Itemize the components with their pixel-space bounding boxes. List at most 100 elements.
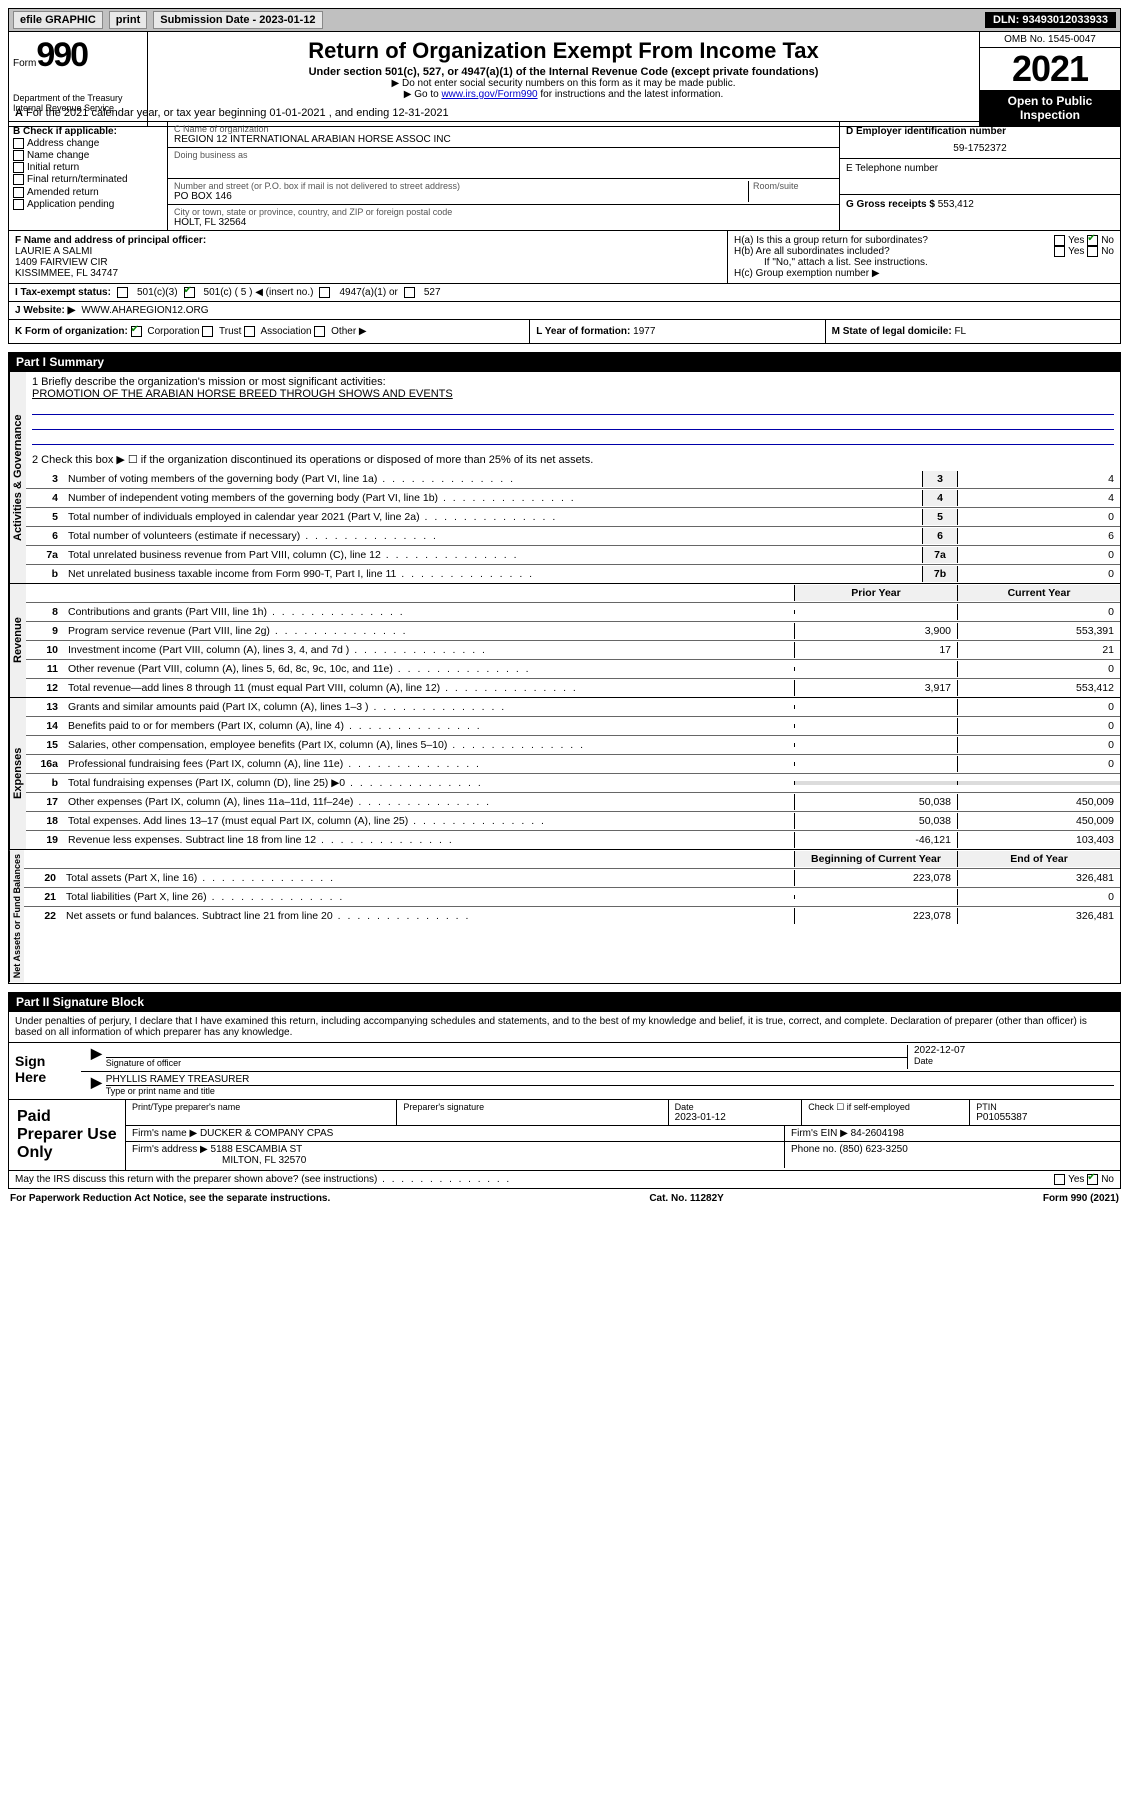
ptin-label: PTIN [976, 1102, 1114, 1112]
officer-name: LAURIE A SALMI [15, 246, 721, 257]
summary-row: 14Benefits paid to or for members (Part … [26, 717, 1120, 736]
form-title: Return of Organization Exempt From Incom… [156, 38, 971, 64]
phone-row: E Telephone number [840, 159, 1120, 195]
opt-527: 527 [424, 287, 441, 298]
ha-no[interactable]: No [1101, 235, 1114, 246]
note2-post: for instructions and the latest informat… [538, 89, 724, 100]
submission-date-value: 2023-01-12 [259, 14, 315, 26]
line2-checkbox: 2 Check this box ▶ ☐ if the organization… [26, 449, 1120, 470]
opt-501c5: 501(c) ( 5 ) ◀ (insert no.) [204, 287, 314, 298]
firm-name: DUCKER & COMPANY CPAS [200, 1128, 333, 1139]
chk-name-change[interactable]: Name change [13, 150, 163, 161]
omb-number: OMB No. 1545-0047 [980, 32, 1120, 48]
summary-row: bTotal fundraising expenses (Part IX, co… [26, 774, 1120, 793]
col-b-checkboxes: B Check if applicable: Address change Na… [9, 122, 168, 230]
prep-sig-label: Preparer's signature [403, 1102, 661, 1112]
website-value: WWW.AHAREGION12.ORG [81, 305, 208, 316]
chk-assoc[interactable] [244, 326, 255, 337]
summary-row: 16aProfessional fundraising fees (Part I… [26, 755, 1120, 774]
ha-yes[interactable]: Yes [1068, 235, 1084, 246]
k-label: K Form of organization: [15, 326, 128, 337]
m-label: M State of legal domicile: [832, 326, 955, 337]
col-prior-year: Prior Year [794, 585, 957, 601]
summary-row: 3Number of voting members of the governi… [26, 470, 1120, 489]
print-button[interactable]: print [109, 11, 147, 29]
city-label: City or town, state or province, country… [174, 207, 833, 217]
summary-row: 8Contributions and grants (Part VIII, li… [26, 603, 1120, 622]
chk-501c3[interactable] [117, 287, 128, 298]
sig-date: 2022-12-07 [914, 1045, 1114, 1056]
firm-ein: 84-2604198 [851, 1128, 904, 1139]
section-revenue: Revenue Prior Year Current Year 8Contrib… [9, 584, 1120, 698]
rev-header-row: Prior Year Current Year [26, 584, 1120, 603]
l-label: L Year of formation: [536, 326, 633, 337]
summary-row: 5Total number of individuals employed in… [26, 508, 1120, 527]
summary-row: bNet unrelated business taxable income f… [26, 565, 1120, 583]
summary-row: 12Total revenue—add lines 8 through 11 (… [26, 679, 1120, 697]
opt-trust: Trust [219, 326, 241, 337]
ein-label: D Employer identification number [846, 126, 1114, 137]
part2-header: Part II Signature Block [8, 992, 1121, 1012]
prep-date: 2023-01-12 [675, 1112, 796, 1123]
chk-app-pending[interactable]: Application pending [13, 199, 163, 210]
part1-body: Activities & Governance 1 Briefly descri… [8, 372, 1121, 983]
open-to-public: Open to Public Inspection [980, 90, 1120, 126]
irs-link[interactable]: www.irs.gov/Form990 [441, 89, 537, 100]
firm-addr2: MILTON, FL 32570 [132, 1155, 778, 1166]
hb-yes[interactable]: Yes [1068, 246, 1084, 257]
line-i-label: I Tax-exempt status: [15, 287, 111, 298]
mission-label: 1 Briefly describe the organization's mi… [32, 376, 1114, 388]
arrow-icon: ▶ [87, 1045, 106, 1069]
sign-here-label: Sign Here [9, 1043, 81, 1099]
chk-527[interactable] [404, 287, 415, 298]
discuss-yes-chk[interactable] [1054, 1174, 1065, 1185]
entity-block: B Check if applicable: Address change Na… [8, 122, 1121, 231]
street-address: PO BOX 146 [174, 191, 748, 202]
section-expenses: Expenses 13Grants and similar amounts pa… [9, 698, 1120, 850]
chk-4947[interactable] [319, 287, 330, 298]
m-value: FL [954, 326, 966, 337]
block-h: H(a) Is this a group return for subordin… [727, 231, 1120, 283]
col-de: D Employer identification number 59-1752… [839, 122, 1120, 230]
opt-501c3: 501(c)(3) [137, 287, 178, 298]
form-note1: ▶ Do not enter social security numbers o… [156, 78, 971, 89]
summary-row: 18Total expenses. Add lines 13–17 (must … [26, 812, 1120, 831]
section-governance: Activities & Governance 1 Briefly descri… [9, 372, 1120, 584]
chk-trust[interactable] [202, 326, 213, 337]
efile-label: efile GRAPHIC [13, 11, 103, 29]
self-employed-check[interactable]: Check ☐ if self-employed [802, 1100, 970, 1125]
dba-label: Doing business as [174, 150, 833, 160]
form-subtitle: Under section 501(c), 527, or 4947(a)(1)… [156, 66, 971, 78]
summary-row: 9Program service revenue (Part VIII, lin… [26, 622, 1120, 641]
opt-other: Other ▶ [331, 326, 366, 337]
firm-ein-label: Firm's EIN ▶ [791, 1128, 851, 1139]
form-note2: ▶ Go to www.irs.gov/Form990 for instruct… [156, 89, 971, 100]
chk-corporation[interactable] [131, 326, 142, 337]
chk-final-return[interactable]: Final return/terminated [13, 174, 163, 185]
form-word: Form [13, 58, 36, 69]
col-begin-year: Beginning of Current Year [794, 851, 957, 867]
mission-text: PROMOTION OF THE ARABIAN HORSE BREED THR… [32, 388, 1114, 400]
firm-phone-label: Phone no. [791, 1144, 839, 1155]
chk-address-change[interactable]: Address change [13, 138, 163, 149]
summary-row: 11Other revenue (Part VIII, column (A), … [26, 660, 1120, 679]
room-label: Room/suite [753, 181, 799, 191]
discuss-no: No [1101, 1174, 1114, 1185]
paid-preparer-block: Paid Preparer Use Only Print/Type prepar… [8, 1100, 1121, 1171]
summary-row: 7aTotal unrelated business revenue from … [26, 546, 1120, 565]
mission-block: 1 Briefly describe the organization's mi… [26, 372, 1120, 449]
signature-block: Under penalties of perjury, I declare th… [8, 1012, 1121, 1100]
chk-501c[interactable] [184, 287, 195, 298]
summary-row: 19Revenue less expenses. Subtract line 1… [26, 831, 1120, 849]
vlabel-revenue: Revenue [9, 584, 26, 697]
note2-pre: ▶ Go to [404, 89, 442, 100]
section-net-assets: Net Assets or Fund Balances Beginning of… [9, 850, 1120, 982]
chk-other[interactable] [314, 326, 325, 337]
chk-initial-return[interactable]: Initial return [13, 162, 163, 173]
hb-no[interactable]: No [1101, 246, 1114, 257]
discuss-no-chk[interactable] [1087, 1174, 1098, 1185]
chk-amended[interactable]: Amended return [13, 187, 163, 198]
arrow-icon: ▶ [87, 1074, 106, 1097]
net-header-row: Beginning of Current Year End of Year [24, 850, 1120, 869]
firm-phone: (850) 623-3250 [839, 1144, 907, 1155]
